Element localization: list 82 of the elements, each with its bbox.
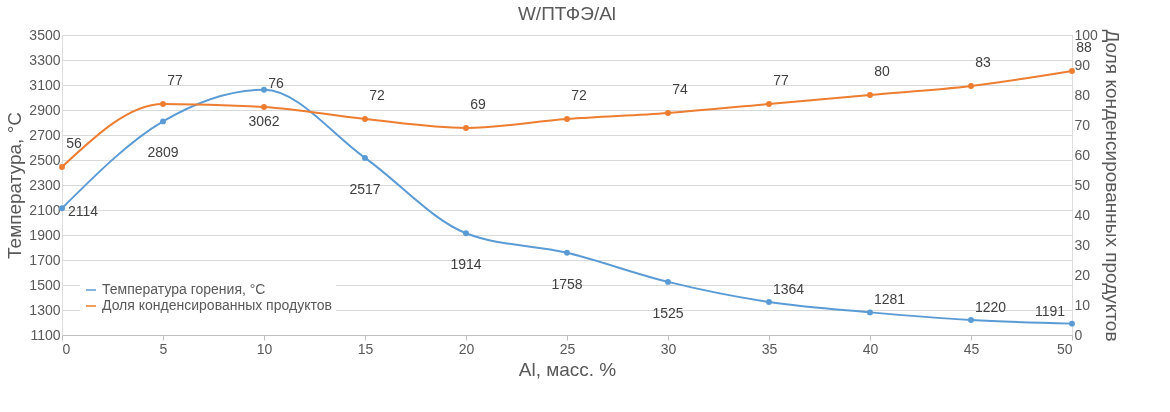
legend-label: Температура горения, °C [102, 281, 266, 297]
x-tick-label: 25 [559, 340, 576, 357]
y2-tick-label: 90 [1074, 56, 1091, 73]
point [1069, 68, 1075, 74]
y2-tick-label: 10 [1074, 296, 1091, 313]
x-tick-label: 30 [660, 340, 677, 357]
x-tick-label: 45 [963, 340, 980, 357]
data-label: 69 [470, 96, 486, 112]
y2-axis-title: Доля конденсированных продуктов [1101, 29, 1123, 342]
y-tick-label: 3100 [29, 76, 61, 93]
point [665, 278, 671, 285]
point [968, 83, 974, 89]
point [766, 299, 772, 305]
y-tick-label: 2500 [29, 151, 61, 168]
chart-title: W/ПТФЭ/Al [517, 3, 617, 24]
data-label: 1364 [773, 281, 805, 297]
y-tick-label: 1300 [29, 301, 61, 318]
data-label: 1914 [450, 256, 482, 273]
point [463, 230, 469, 237]
data-label: 1758 [551, 275, 583, 292]
point [362, 116, 368, 122]
data-label: 2809 [147, 144, 179, 161]
y-tick-label: 1900 [29, 226, 61, 243]
point [160, 118, 166, 125]
data-label: 2517 [349, 180, 381, 197]
x-axis-title: Al, масс. % [518, 358, 617, 380]
x-tick-label: 50 [1056, 340, 1073, 357]
point [564, 249, 570, 256]
data-label: 83 [975, 54, 991, 70]
y2-tick-label: 20 [1074, 266, 1091, 283]
point [968, 317, 974, 323]
point [665, 110, 671, 116]
point [59, 164, 65, 170]
y-axis-title: Температура, °C [4, 112, 26, 259]
y2-tick-label: 40 [1074, 206, 1091, 223]
x-tick-label: 40 [862, 340, 879, 357]
data-label: 56 [66, 135, 82, 151]
y2-tick-label: 50 [1074, 176, 1091, 193]
data-label: 2114 [68, 203, 99, 220]
y-tick-label: 2900 [29, 101, 61, 118]
y-tick-label: 1700 [29, 251, 61, 268]
data-label: 77 [773, 72, 789, 88]
y2-tick-label: 80 [1074, 86, 1091, 103]
data-label: 72 [369, 87, 385, 103]
y2-tick-label: 0 [1074, 326, 1083, 343]
x-tick-label: 10 [256, 340, 273, 357]
point [261, 86, 267, 93]
y2-tick-label: 60 [1074, 146, 1091, 163]
x-tick-label: 15 [357, 340, 374, 357]
point [463, 125, 469, 131]
point [160, 101, 166, 107]
data-label: 76 [268, 75, 284, 91]
data-label: 1281 [874, 291, 906, 308]
data-label: 1191 [1034, 302, 1066, 319]
point [564, 116, 570, 122]
data-label: 74 [672, 81, 688, 97]
x-tick-label: 5 [159, 340, 168, 357]
point [867, 309, 873, 316]
data-label: 1525 [652, 304, 684, 321]
y-tick-label: 2100 [29, 201, 61, 218]
y2-tick-label: 30 [1074, 236, 1091, 253]
point [766, 101, 772, 107]
data-label: 1220 [975, 299, 1007, 315]
y2-tick-label: 70 [1074, 116, 1091, 133]
point [1069, 320, 1075, 327]
y-tick-label: 3300 [29, 51, 61, 68]
point [867, 92, 873, 98]
point [261, 104, 267, 110]
point [362, 154, 368, 161]
legend-label: Доля конденсированных продуктов [102, 297, 332, 313]
y-tick-label: 1500 [29, 276, 61, 293]
x-tick-label: 20 [458, 340, 475, 357]
y-tick-label: 1100 [30, 326, 61, 343]
data-label: 77 [167, 72, 183, 88]
x-tick-label: 35 [761, 340, 778, 357]
data-label: 3062 [248, 112, 280, 129]
data-label: 80 [874, 63, 890, 79]
y-tick-label: 2300 [29, 176, 61, 193]
data-label: 72 [571, 87, 587, 103]
x-tick-label: 0 [62, 340, 71, 357]
y-tick-label: 2700 [29, 126, 61, 143]
y-tick-label: 3500 [29, 26, 61, 43]
